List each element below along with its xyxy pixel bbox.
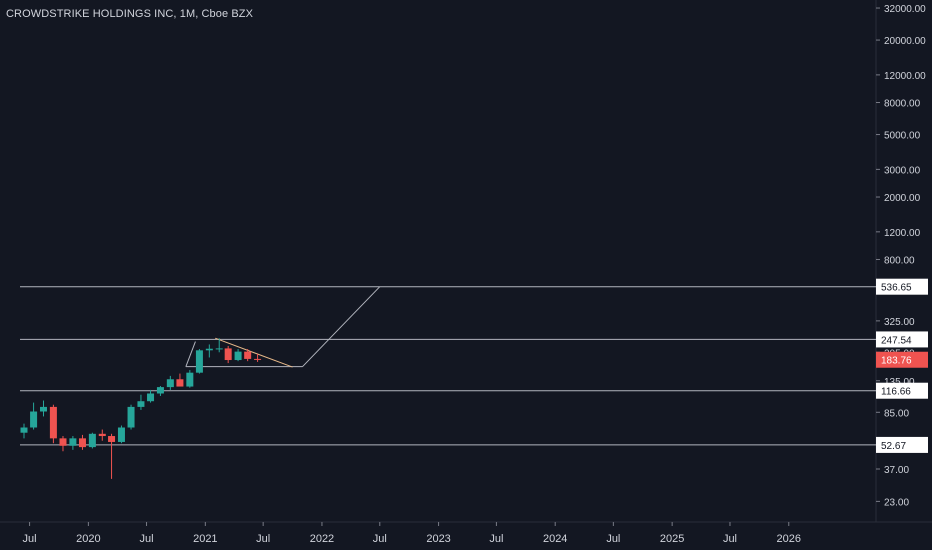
candle-body xyxy=(108,436,116,442)
y-tick-label: 5000.00 xyxy=(884,131,921,142)
y-tick-label: 1200.00 xyxy=(884,228,921,239)
y-tick-label: 135.00 xyxy=(884,377,915,388)
level-label: 536.65 xyxy=(881,283,912,294)
y-tick-label: 3000.00 xyxy=(884,165,921,176)
x-tick-label: Jul xyxy=(606,533,620,545)
level-label-box xyxy=(876,331,928,348)
flag-pole-line xyxy=(185,341,196,367)
level-label: 116.66 xyxy=(881,387,911,398)
candle-body xyxy=(49,406,57,439)
candle-body xyxy=(39,406,47,412)
x-tick-label: Jul xyxy=(23,533,37,545)
y-tick-label: 800.00 xyxy=(884,255,915,266)
x-tick-label: Jul xyxy=(723,533,737,545)
y-tick-label: 23.00 xyxy=(884,497,909,508)
candle-body xyxy=(244,351,252,359)
candle-body xyxy=(20,427,28,433)
x-tick-label: Jul xyxy=(373,533,387,545)
x-tick-label: Jul xyxy=(139,533,153,545)
candle-body xyxy=(215,348,223,350)
level-label: 247.54 xyxy=(881,335,912,346)
x-tick-label: 2022 xyxy=(310,533,334,545)
y-tick-label: 20000.00 xyxy=(884,36,926,47)
level-label: 52.67 xyxy=(881,441,906,452)
last-price-label: 183.76 xyxy=(881,356,912,367)
candle-body xyxy=(59,438,67,446)
projection-line xyxy=(302,286,381,368)
level-label-box xyxy=(876,382,928,399)
y-tick-label: 32000.00 xyxy=(884,4,926,15)
candle-body xyxy=(137,401,145,407)
level-label-box xyxy=(876,278,928,295)
y-tick-label: 2000.00 xyxy=(884,193,921,204)
candle-body xyxy=(78,438,86,448)
candle-body xyxy=(205,348,213,351)
level-label-box xyxy=(876,436,928,453)
candle-body xyxy=(195,350,203,373)
x-tick-label: 2021 xyxy=(193,533,217,545)
y-tick-label: 325.00 xyxy=(884,317,915,328)
candle-body xyxy=(117,427,125,442)
candle-body xyxy=(234,351,242,361)
last-price-box xyxy=(876,351,928,368)
x-tick-label: 2025 xyxy=(660,533,684,545)
y-tick-label: 85.00 xyxy=(884,408,909,419)
x-tick-label: 2024 xyxy=(543,533,567,545)
triangle-resistance-line xyxy=(215,337,293,368)
candle-body xyxy=(176,379,184,387)
candle-body xyxy=(88,433,96,448)
x-tick-label: Jul xyxy=(256,533,270,545)
chart-title: CROWDSTRIKE HOLDINGS INC, 1M, Cboe BZX xyxy=(6,8,254,20)
candle-body xyxy=(69,438,77,446)
candle-body xyxy=(98,433,106,437)
y-tick-label: 12000.00 xyxy=(884,71,926,82)
candle-body xyxy=(224,348,232,361)
candle-body xyxy=(127,406,135,428)
candle-body xyxy=(147,393,155,402)
candle-body xyxy=(30,411,38,428)
candle-body xyxy=(254,358,262,360)
candle-body xyxy=(156,387,164,394)
candle-body xyxy=(166,379,174,388)
y-tick-label: 37.00 xyxy=(884,465,909,476)
x-tick-label: 2023 xyxy=(426,533,450,545)
x-tick-label: 2026 xyxy=(777,533,801,545)
x-tick-label: Jul xyxy=(489,533,503,545)
x-tick-label: 2020 xyxy=(76,533,100,545)
y-tick-label: 8000.00 xyxy=(884,99,921,110)
candle-body xyxy=(186,372,194,387)
